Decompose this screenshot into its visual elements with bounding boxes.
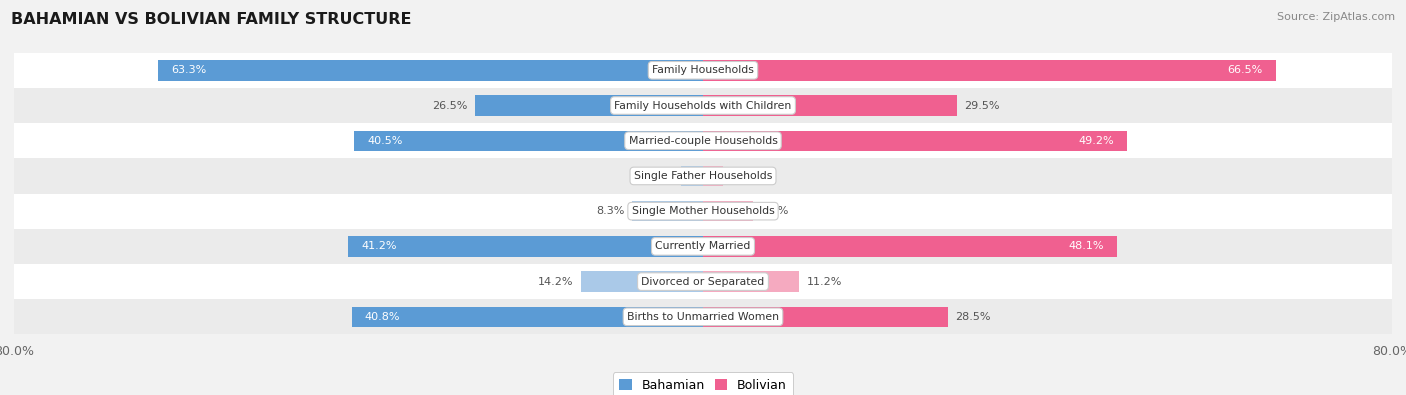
Text: 49.2%: 49.2% — [1078, 136, 1114, 146]
Text: 2.3%: 2.3% — [730, 171, 758, 181]
Bar — [581, 271, 703, 292]
Bar — [703, 95, 957, 116]
Bar — [14, 158, 1392, 194]
Text: 48.1%: 48.1% — [1069, 241, 1104, 251]
Text: Divorced or Separated: Divorced or Separated — [641, 276, 765, 287]
Bar — [703, 60, 1275, 81]
Bar — [14, 194, 1392, 229]
Text: 2.5%: 2.5% — [647, 171, 675, 181]
Text: 14.2%: 14.2% — [538, 276, 574, 287]
Bar — [14, 229, 1392, 264]
Bar — [703, 236, 1118, 257]
Bar — [703, 271, 800, 292]
Text: Single Father Households: Single Father Households — [634, 171, 772, 181]
Text: 8.3%: 8.3% — [596, 206, 624, 216]
Text: 40.8%: 40.8% — [364, 312, 401, 322]
Text: 29.5%: 29.5% — [965, 100, 1000, 111]
Text: Family Households with Children: Family Households with Children — [614, 100, 792, 111]
Bar — [703, 130, 1126, 151]
Text: 11.2%: 11.2% — [807, 276, 842, 287]
Bar — [352, 307, 703, 327]
Bar — [14, 264, 1392, 299]
Bar — [475, 95, 703, 116]
Text: 26.5%: 26.5% — [433, 100, 468, 111]
Text: 28.5%: 28.5% — [955, 312, 991, 322]
Bar — [631, 201, 703, 221]
Bar — [703, 201, 754, 221]
Bar — [354, 130, 703, 151]
Text: Single Mother Households: Single Mother Households — [631, 206, 775, 216]
Text: Currently Married: Currently Married — [655, 241, 751, 251]
Bar — [14, 53, 1392, 88]
Text: 5.8%: 5.8% — [759, 206, 789, 216]
Text: BAHAMIAN VS BOLIVIAN FAMILY STRUCTURE: BAHAMIAN VS BOLIVIAN FAMILY STRUCTURE — [11, 12, 412, 27]
Bar — [703, 166, 723, 186]
Text: 40.5%: 40.5% — [367, 136, 402, 146]
Bar — [349, 236, 703, 257]
Bar — [14, 88, 1392, 123]
Text: Family Households: Family Households — [652, 65, 754, 75]
Bar — [14, 299, 1392, 335]
Bar — [703, 307, 949, 327]
Text: Source: ZipAtlas.com: Source: ZipAtlas.com — [1277, 12, 1395, 22]
Text: 41.2%: 41.2% — [361, 241, 396, 251]
Text: Married-couple Households: Married-couple Households — [628, 136, 778, 146]
Bar — [682, 166, 703, 186]
Text: Births to Unmarried Women: Births to Unmarried Women — [627, 312, 779, 322]
Bar — [157, 60, 703, 81]
Text: 66.5%: 66.5% — [1227, 65, 1263, 75]
Bar — [14, 123, 1392, 158]
Text: 63.3%: 63.3% — [170, 65, 207, 75]
Legend: Bahamian, Bolivian: Bahamian, Bolivian — [613, 372, 793, 395]
